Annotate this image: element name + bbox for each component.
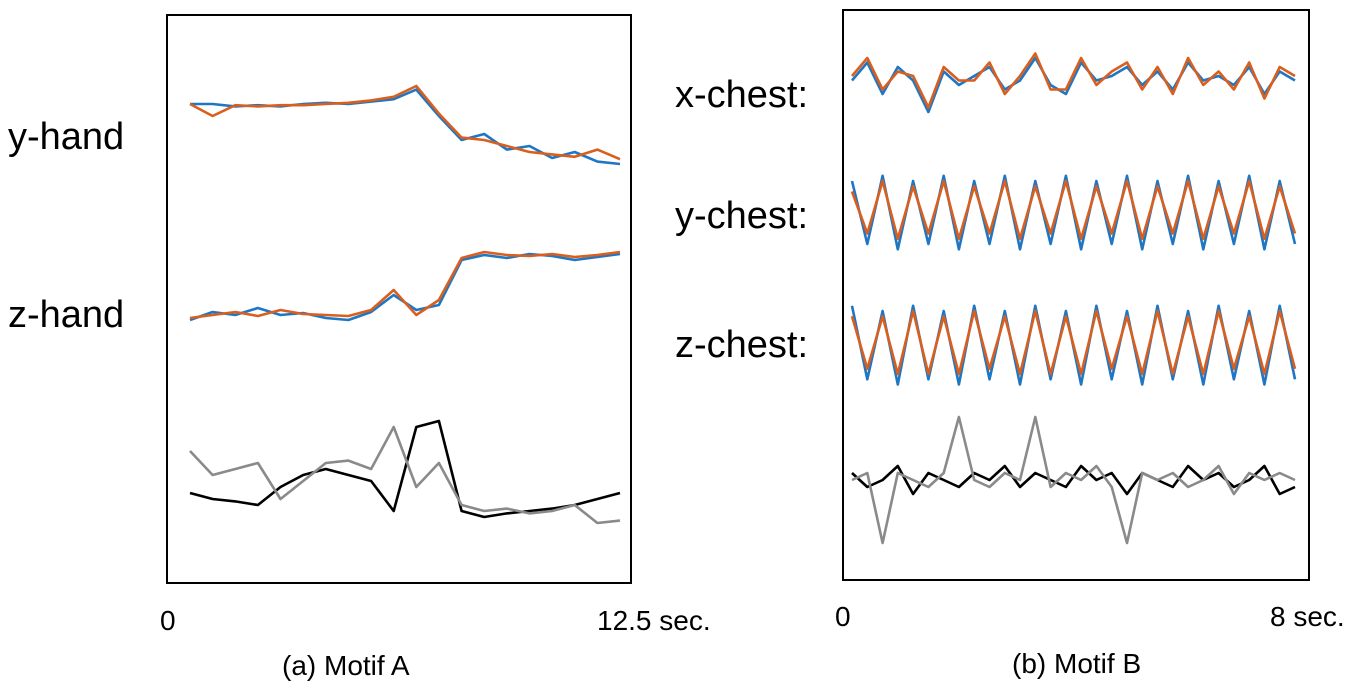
trace-b-0-orange xyxy=(851,52,1296,109)
x-end-label-b: 8 sec. xyxy=(1270,601,1345,632)
signal-label-a-0: y-hand xyxy=(8,116,125,158)
caption-motif-a: (a) Motif A xyxy=(282,650,410,681)
trace-b-0-blue xyxy=(851,56,1296,114)
trace-b-1-orange xyxy=(850,179,1297,241)
trace-b-3-black xyxy=(851,464,1296,496)
trace-a-1-orange xyxy=(189,250,621,320)
trace-a-2-black xyxy=(189,419,621,519)
trace-a-0-orange xyxy=(189,84,621,161)
trace-a-1-blue xyxy=(189,252,621,322)
signal-label-a-1: z-hand xyxy=(8,294,125,336)
x-start-label-a: 0 xyxy=(160,605,176,636)
trace-a-2-gray xyxy=(189,425,621,525)
caption-motif-b: (b) Motif B xyxy=(1012,648,1142,679)
trace-b-3-gray xyxy=(851,415,1296,545)
x-start-label-b: 0 xyxy=(835,601,851,632)
signal-label-b-0: x-chest: xyxy=(675,74,809,116)
signal-label-b-1: y-chest: xyxy=(675,195,809,237)
signal-label-b-2: z-chest: xyxy=(675,324,809,366)
trace-b-2-orange xyxy=(850,309,1297,376)
x-end-label-a: 12.5 sec. xyxy=(597,605,711,636)
trace-a-0-blue xyxy=(190,88,621,166)
